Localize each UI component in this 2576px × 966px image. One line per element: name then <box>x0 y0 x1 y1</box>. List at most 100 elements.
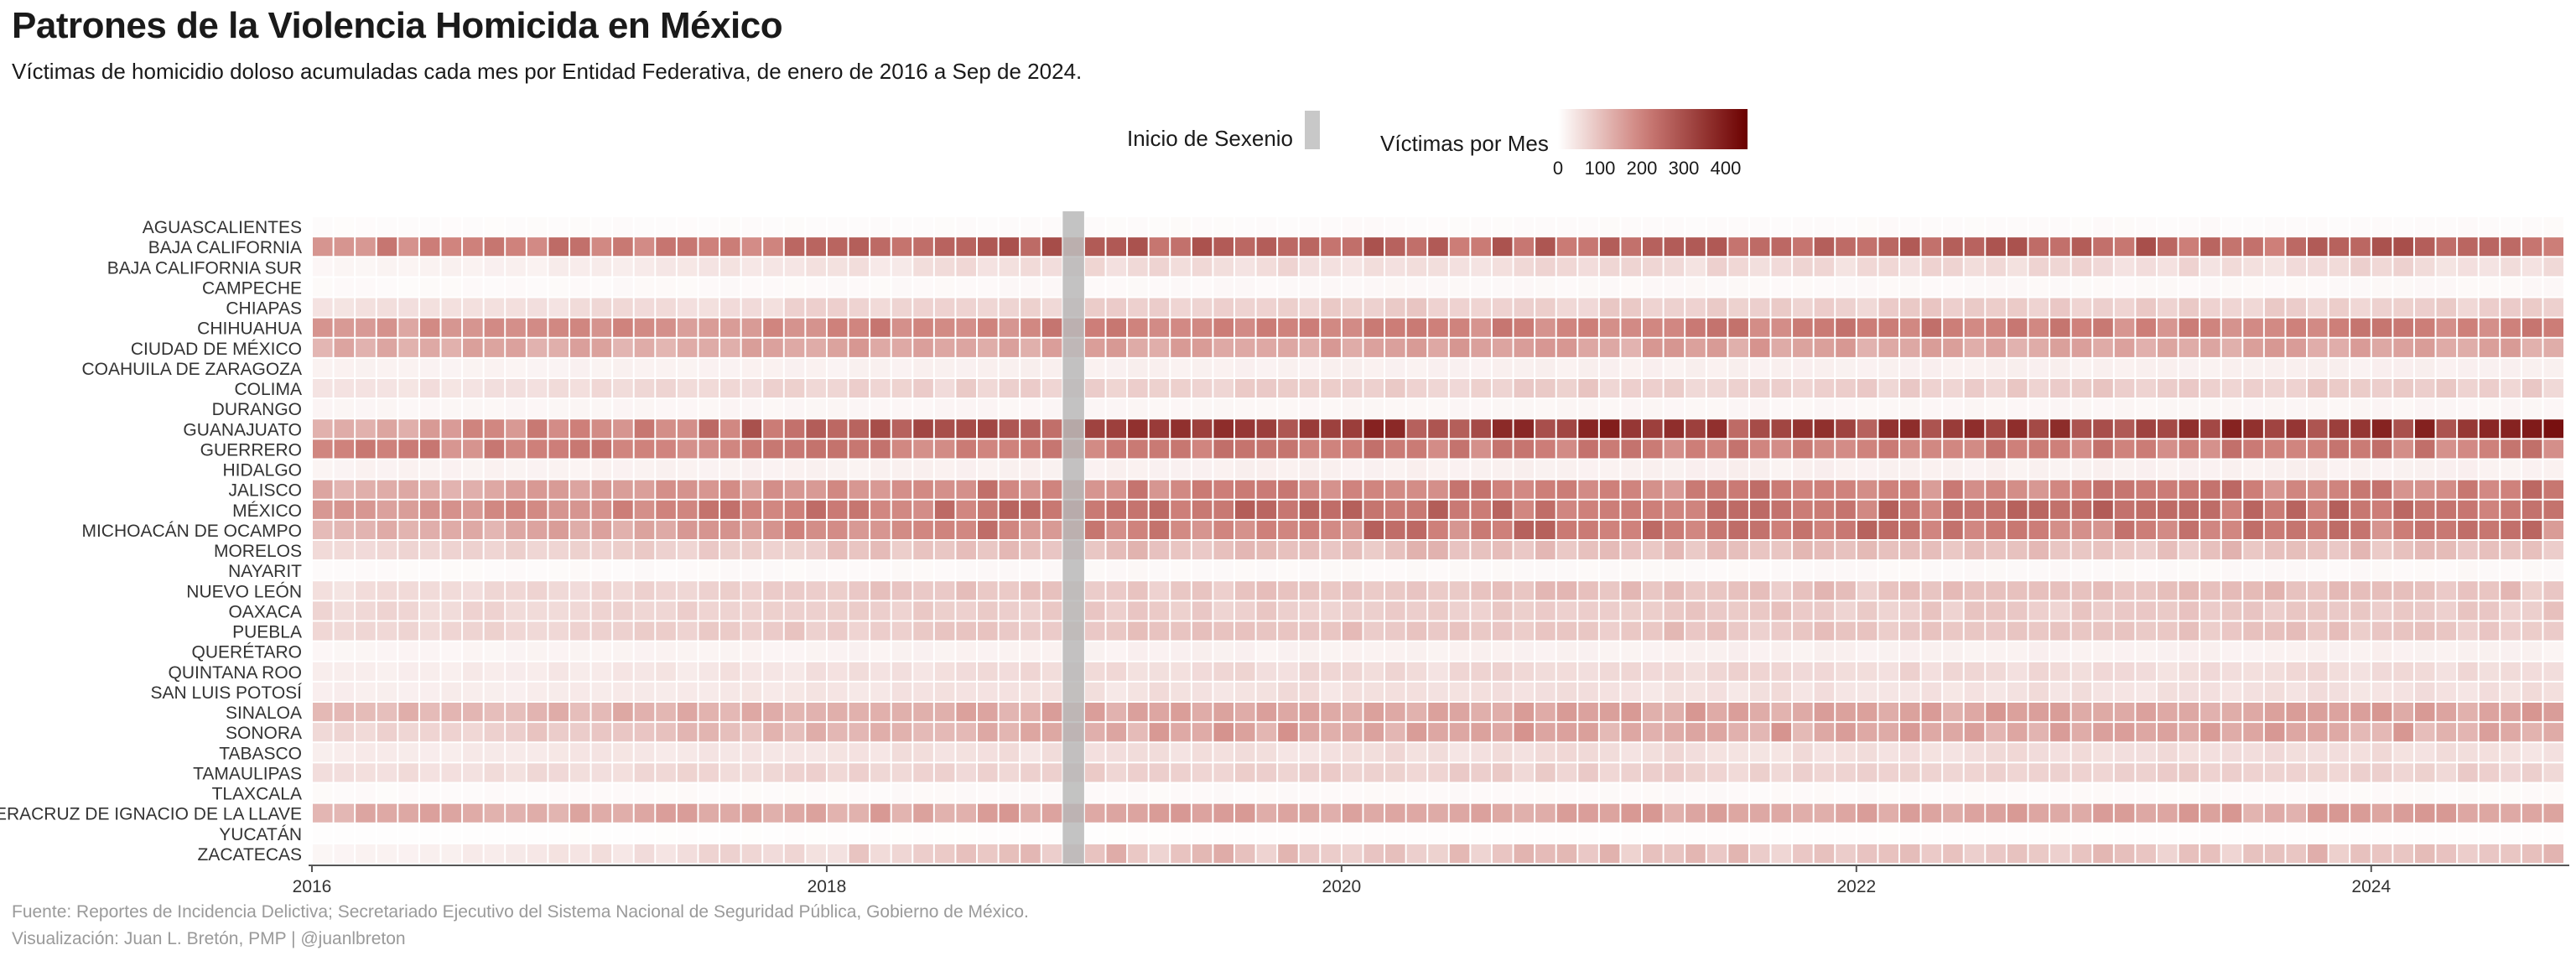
heatmap-cell <box>2264 641 2285 661</box>
heatmap-cell <box>634 298 655 317</box>
heatmap-cell <box>2114 460 2135 479</box>
heatmap-cell <box>2521 581 2542 600</box>
heatmap-cell <box>2350 621 2371 641</box>
heatmap-cell <box>1943 520 1963 539</box>
heatmap-cell <box>1471 379 1491 398</box>
heatmap-cell <box>2543 703 2563 722</box>
heatmap-cell <box>784 844 805 863</box>
heatmap-cell <box>1899 419 1920 439</box>
heatmap-cell <box>934 520 955 539</box>
heatmap-cell <box>2050 561 2070 580</box>
heatmap-cell <box>463 237 483 257</box>
heatmap-cell <box>806 217 826 236</box>
heatmap-cell <box>2350 237 2371 257</box>
heatmap-cell <box>699 338 719 357</box>
state-label: AGUASCALIENTES <box>143 218 302 237</box>
heatmap-cell <box>1363 743 1384 762</box>
heatmap-cell <box>1964 237 1985 257</box>
heatmap-cell <box>548 217 569 236</box>
heatmap-cell <box>356 621 376 641</box>
heatmap-cell <box>2221 541 2242 560</box>
heatmap-cell <box>463 419 483 439</box>
heatmap-cell <box>1256 844 1277 863</box>
heatmap-cell <box>2501 803 2521 823</box>
heatmap-cell <box>2436 419 2457 439</box>
heatmap-cell <box>591 460 612 479</box>
heatmap-cell <box>2329 217 2350 236</box>
heatmap-cell <box>1041 743 1062 762</box>
heatmap-cell <box>1535 257 1555 277</box>
heatmap-cell <box>849 500 870 519</box>
heatmap-cell <box>2136 783 2156 802</box>
heatmap-cell <box>1899 298 1920 317</box>
heatmap-cell <box>2521 298 2542 317</box>
heatmap-cell <box>870 783 891 802</box>
heatmap-cell <box>1171 601 1191 621</box>
heatmap-cell <box>1685 399 1706 418</box>
heatmap-cell <box>956 783 977 802</box>
heatmap-cell <box>1299 763 1320 782</box>
heatmap-cell <box>1664 601 1685 621</box>
heatmap-cell <box>2308 480 2328 499</box>
heatmap-cell <box>1943 278 1963 297</box>
heatmap-cell <box>1685 803 1706 823</box>
heatmap-cell <box>1041 662 1062 681</box>
heatmap-cell <box>1986 541 2006 560</box>
heatmap-cell <box>1192 723 1213 742</box>
heatmap-cell <box>2329 298 2350 317</box>
heatmap-cell <box>1385 703 1405 722</box>
heatmap-cell <box>1643 500 1663 519</box>
heatmap-cell <box>1793 338 1813 357</box>
heatmap-cell <box>2050 662 2070 681</box>
heatmap-cell <box>2179 237 2199 257</box>
heatmap-cell <box>2521 743 2542 762</box>
heatmap-cell <box>656 500 676 519</box>
heatmap-cell <box>2479 439 2500 459</box>
heatmap-cell <box>870 601 891 621</box>
heatmap-cell <box>1213 803 1233 823</box>
heatmap-cell <box>613 460 633 479</box>
heatmap-cell <box>441 257 462 277</box>
heatmap-cell <box>2179 621 2199 641</box>
heatmap-cell <box>1578 358 1598 377</box>
heatmap-cell <box>1664 682 1685 701</box>
heatmap-cell <box>398 763 418 782</box>
heatmap-cell <box>1964 823 1985 843</box>
heatmap-cell <box>2458 803 2478 823</box>
heatmap-cell <box>1471 298 1491 317</box>
heatmap-cell <box>1621 743 1642 762</box>
heatmap-cell <box>741 520 762 539</box>
heatmap-cell <box>2114 621 2135 641</box>
heatmap-cell <box>1192 237 1213 257</box>
heatmap-cell <box>677 581 698 600</box>
heatmap-cell <box>978 803 998 823</box>
heatmap-cell <box>1793 480 1813 499</box>
heatmap-cell <box>913 257 933 277</box>
legend-sexenio-label: Inicio de Sexenio <box>1127 126 1294 151</box>
heatmap-cell <box>2071 783 2092 802</box>
heatmap-cell <box>2414 278 2435 297</box>
heatmap-cell <box>1578 318 1598 337</box>
heatmap-cell <box>1471 520 1491 539</box>
heatmap-cell <box>1749 621 1770 641</box>
heatmap-cell <box>569 662 590 681</box>
heatmap-cell <box>1921 257 1942 277</box>
heatmap-cell <box>2264 581 2285 600</box>
heatmap-cell <box>334 723 355 742</box>
heatmap-cell <box>978 460 998 479</box>
heatmap-cell <box>656 581 676 600</box>
heatmap-cell <box>2543 520 2563 539</box>
heatmap-cell <box>2458 662 2478 681</box>
heatmap-cell <box>1406 763 1427 782</box>
heatmap-cell <box>1814 520 1835 539</box>
heatmap-cell <box>784 278 805 297</box>
heatmap-cell <box>656 379 676 398</box>
heatmap-cell <box>2114 743 2135 762</box>
heatmap-cell <box>634 561 655 580</box>
heatmap-cell <box>484 601 505 621</box>
heatmap-cell <box>1234 823 1255 843</box>
heatmap-cell <box>2179 439 2199 459</box>
heatmap-cell <box>1685 257 1706 277</box>
heatmap-cell <box>2286 237 2307 257</box>
heatmap-cell <box>1599 662 1620 681</box>
